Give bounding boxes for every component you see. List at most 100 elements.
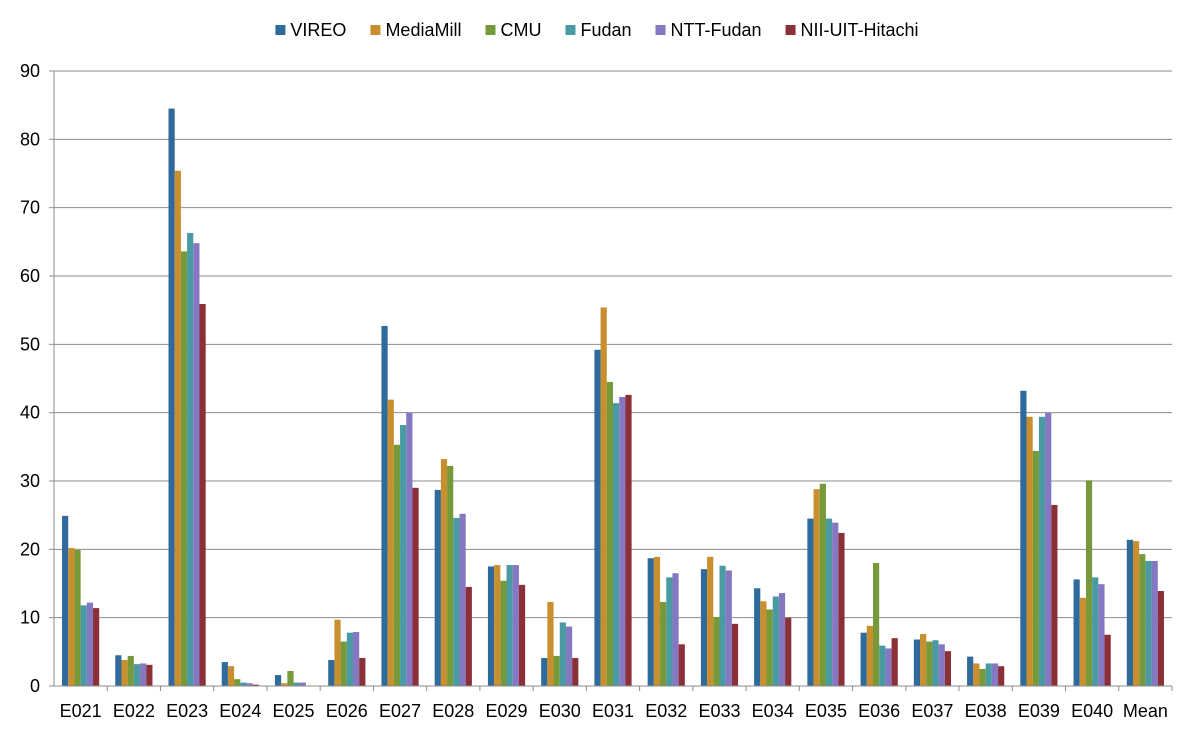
bar-ntt-fudan-e040 xyxy=(1098,584,1105,686)
bar-nii-uit-hitachi-e035 xyxy=(838,532,845,686)
y-tick-label: 50 xyxy=(20,334,40,354)
bar-fudan-e039 xyxy=(1038,416,1046,686)
bar-vireo-e030 xyxy=(541,657,548,686)
x-tick-label: E028 xyxy=(432,701,474,721)
bar-nii-uit-hitachi-e031 xyxy=(625,394,632,686)
bar-fudan-e031 xyxy=(613,403,620,686)
bar-cmu-e023 xyxy=(180,251,188,686)
bar-fudan-e036 xyxy=(879,645,886,686)
bar-ntt-fudan-e032 xyxy=(672,573,679,686)
bar-mediamill-e025 xyxy=(281,683,288,686)
bar-vireo-e036 xyxy=(860,632,867,686)
bar-cmu-e038 xyxy=(979,668,986,686)
bar-cmu-e037 xyxy=(926,641,933,686)
bar-vireo-e029 xyxy=(487,566,495,686)
bar-fudan-e026 xyxy=(346,632,354,686)
x-tick-label: Mean xyxy=(1123,701,1168,721)
bar-ntt-fudan-e027 xyxy=(406,412,413,686)
bar-nii-uit-hitachi-e033 xyxy=(731,623,739,686)
legend-swatch xyxy=(485,25,496,35)
legend: VIREO MediaMill CMU Fudan NTT-Fudan NII-UIT-H… xyxy=(275,20,919,40)
bar-mediamill-e037 xyxy=(920,634,927,686)
x-tick-label: E038 xyxy=(965,701,1007,721)
bar-cmu-e034 xyxy=(766,609,773,686)
bar-nii-uit-hitachi-e040 xyxy=(1104,634,1111,686)
bar-fudan-e021 xyxy=(80,605,87,686)
x-tick-label: E027 xyxy=(379,701,421,721)
legend-label: NII-UIT-Hitachi xyxy=(801,20,919,40)
bar-mediamill-e040 xyxy=(1079,597,1086,686)
bar-ntt-fudan-e039 xyxy=(1045,412,1052,686)
y-tick-label: 90 xyxy=(20,61,40,81)
bar-fudan-e038 xyxy=(985,663,992,686)
bar-fudan-e030 xyxy=(559,622,566,686)
y-tick-label: 10 xyxy=(20,608,40,628)
bar-cmu-e035 xyxy=(819,483,826,686)
bar-fudan-e040 xyxy=(1092,577,1099,686)
bar-ntt-fudan-e024 xyxy=(246,683,253,686)
legend-swatch xyxy=(370,25,381,35)
bar-nii-uit-hitachi-e039 xyxy=(1051,504,1058,686)
x-tick-label: E040 xyxy=(1071,701,1113,721)
bar-mediamill-e036 xyxy=(866,625,873,686)
x-tick-label: E021 xyxy=(60,701,102,721)
x-tick-label: E033 xyxy=(698,701,740,721)
bar-ntt-fudan-e022 xyxy=(140,663,147,686)
bar-ntt-fudan-mean xyxy=(1151,560,1158,686)
bar-cmu-e027 xyxy=(393,444,401,686)
bar-ntt-fudan-e037 xyxy=(938,644,945,686)
bar-fudan-e022 xyxy=(133,664,141,686)
bar-nii-uit-hitachi-e030 xyxy=(572,657,579,686)
bar-ntt-fudan-e025 xyxy=(299,682,306,686)
bar-ntt-fudan-e035 xyxy=(832,522,839,686)
bar-nii-uit-hitachi-e036 xyxy=(891,638,898,686)
legend-label: VIREO xyxy=(290,20,346,40)
bar-cmu-e039 xyxy=(1032,450,1039,686)
x-tick-label: E029 xyxy=(485,701,527,721)
bar-ntt-fudan-e021 xyxy=(86,602,94,686)
bar-cmu-e031 xyxy=(606,381,613,686)
bar-mediamill-e034 xyxy=(760,601,767,686)
y-tick-label: 20 xyxy=(20,539,40,559)
bar-cmu-e040 xyxy=(1085,480,1093,686)
x-tick-label: E035 xyxy=(805,701,847,721)
bar-fudan-e034 xyxy=(772,596,779,686)
bar-fudan-e032 xyxy=(666,577,673,686)
x-tick-label: E022 xyxy=(113,701,155,721)
legend-label: NTT-Fudan xyxy=(671,20,762,40)
y-tick-label: 40 xyxy=(20,403,40,423)
bar-cmu-e028 xyxy=(447,465,454,686)
bar-mediamill-e038 xyxy=(973,663,980,686)
x-tick-label: E030 xyxy=(539,701,581,721)
bar-nii-uit-hitachi-e022 xyxy=(146,664,153,686)
bar-ntt-fudan-e034 xyxy=(778,593,786,686)
legend-swatch xyxy=(785,25,796,35)
bar-mediamill-mean xyxy=(1132,541,1140,686)
bar-vireo-e024 xyxy=(221,662,228,686)
legend-swatch xyxy=(565,25,576,35)
bar-nii-uit-hitachi-e026 xyxy=(359,657,366,686)
bar-nii-uit-hitachi-e037 xyxy=(944,651,952,686)
bar-fudan-e037 xyxy=(932,640,939,686)
x-tick-label: E039 xyxy=(1018,701,1060,721)
x-tick-label: E024 xyxy=(219,701,261,721)
bars xyxy=(62,108,1164,686)
bar-fudan-e035 xyxy=(825,518,833,686)
bar-ntt-fudan-e030 xyxy=(565,626,573,686)
bar-vireo-mean xyxy=(1126,539,1133,686)
bar-cmu-e024 xyxy=(234,679,241,686)
bar-fudan-e033 xyxy=(719,565,726,686)
legend-label: Fudan xyxy=(580,20,631,40)
y-tick-label: 80 xyxy=(20,129,40,149)
bar-fudan-e029 xyxy=(506,565,513,686)
bar-vireo-e025 xyxy=(274,675,282,686)
bar-mediamill-e027 xyxy=(387,399,394,686)
bar-cmu-e029 xyxy=(500,580,507,686)
bar-vireo-e032 xyxy=(647,558,654,686)
axes: 0 10 20 30 40 50 60 70 80 90 E021 E022 E023 E024 E025 E… xyxy=(20,61,1173,721)
y-tick-label: 70 xyxy=(20,198,40,218)
bar-nii-uit-hitachi-e029 xyxy=(518,584,526,686)
bar-nii-uit-hitachi-e023 xyxy=(199,304,206,686)
bar-cmu-e036 xyxy=(872,563,880,686)
